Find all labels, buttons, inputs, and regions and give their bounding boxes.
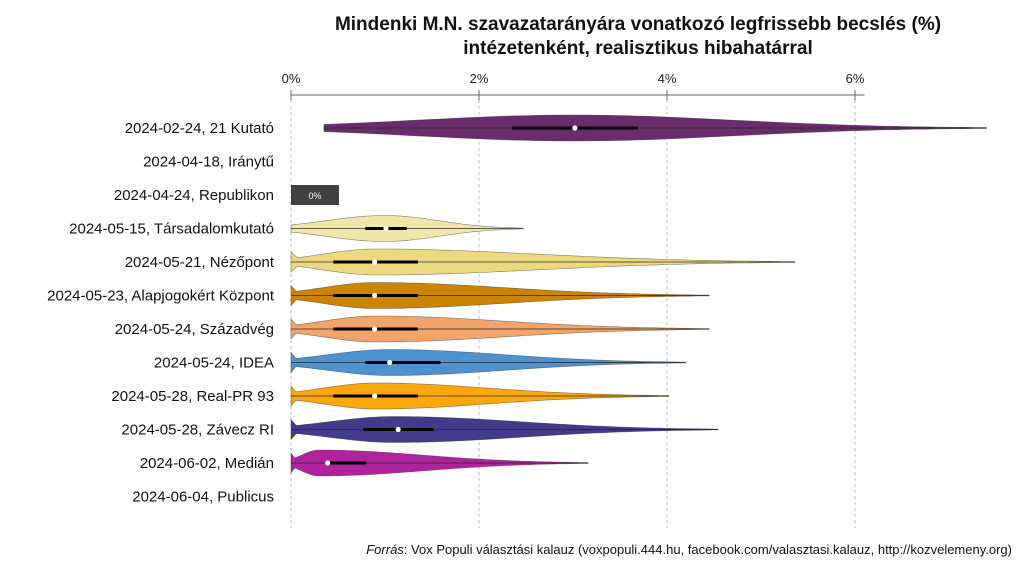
violin-row: 2024-05-28, Závecz RI	[121, 416, 719, 443]
violin-row: 2024-05-23, Alapjogokért Központ	[47, 282, 710, 309]
median-point	[325, 460, 331, 466]
row-label: 2024-04-18, Iránytű	[143, 154, 274, 171]
median-point	[572, 125, 578, 131]
chart-subtitle: intézetenként, realisztikus hibahatárral	[463, 38, 813, 59]
median-point	[395, 426, 401, 433]
median-point	[372, 393, 378, 399]
row-label: 2024-02-24, 21 Kutató	[125, 120, 274, 137]
violin-row: 2024-05-24, Századvég	[115, 315, 710, 343]
violin-rows: 2024-02-24, 21 Kutató 2024-04-18, Iránytű…	[47, 114, 987, 506]
median-point	[387, 359, 393, 366]
row-label: 2024-05-15, Társadalomkutató	[69, 221, 274, 238]
violin-row: 2024-06-02, Medián	[140, 449, 589, 477]
violin-row: 2024-06-04, Publicus	[132, 489, 274, 506]
row-label: 2024-04-24, Republikon	[114, 187, 274, 204]
x-tick-label: 0%	[282, 71, 301, 86]
row-label: 2024-05-28, Závecz RI	[121, 422, 274, 439]
violin-row: 2024-04-18, Iránytű	[143, 154, 274, 171]
row-label: 2024-06-02, Medián	[140, 455, 274, 472]
violin-row: 2024-05-21, Nézőpont	[125, 248, 796, 276]
zero-value-label: 0%	[308, 191, 321, 201]
x-tick-label: 6%	[846, 71, 865, 86]
violin-row: 2024-05-15, Társadalomkutató	[69, 215, 524, 242]
chart-title: Mindenki M.N. szavazatarányára vonatkozó…	[335, 14, 941, 35]
median-point	[383, 225, 389, 232]
row-label: 2024-05-24, IDEA	[154, 355, 274, 372]
median-point	[372, 326, 378, 332]
violin-row: 2024-02-24, 21 Kutató	[125, 114, 987, 142]
x-tick-label: 4%	[658, 71, 677, 86]
median-point	[372, 259, 378, 265]
x-axis: 0% 2% 4% 6%	[282, 71, 865, 100]
x-tick-label: 2%	[470, 71, 489, 86]
row-label: 2024-05-21, Nézőpont	[125, 254, 275, 271]
row-label: 2024-05-23, Alapjogokért Központ	[47, 288, 275, 305]
row-label: 2024-05-24, Századvég	[115, 321, 274, 338]
source-text: : Vox Populi választási kalauz (voxpopul…	[403, 542, 1012, 557]
row-label: 2024-05-28, Real-PR 93	[111, 388, 274, 405]
violin-row: 2024-05-28, Real-PR 93	[111, 382, 670, 410]
median-point	[372, 292, 378, 299]
source-note: Forrás: Vox Populi választási kalauz (vo…	[366, 542, 1012, 557]
row-label: 2024-06-04, Publicus	[132, 489, 274, 506]
source-prefix: Forrás	[366, 542, 404, 557]
violin-row: 2024-04-24, Republikon 0%	[114, 185, 339, 205]
violin-row: 2024-05-24, IDEA	[154, 349, 687, 376]
zero-bar	[291, 185, 339, 205]
